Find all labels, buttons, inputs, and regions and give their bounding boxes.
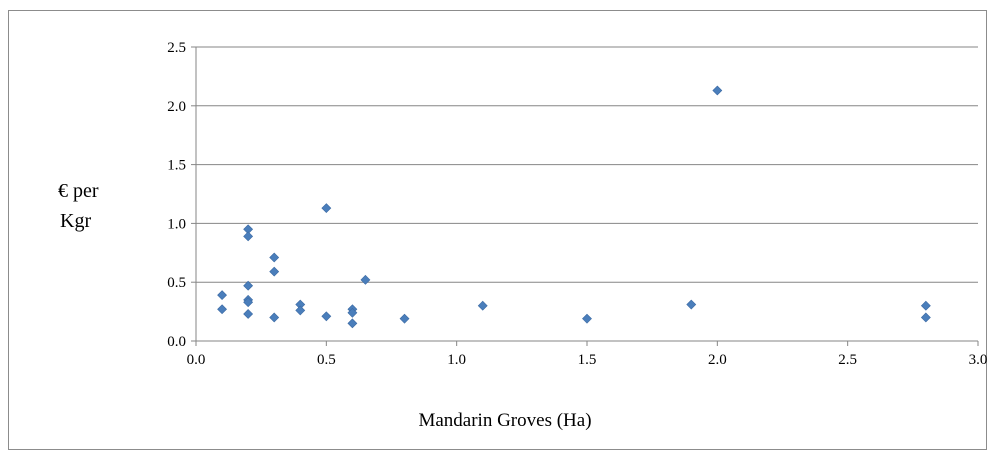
data-point <box>347 307 358 318</box>
data-point <box>243 309 254 319</box>
data-point <box>217 290 227 301</box>
data-point <box>399 313 410 324</box>
y-axis-label-line-1: € per <box>58 180 99 202</box>
y-tick-label: 1.0 <box>167 216 186 232</box>
data-point <box>582 313 592 324</box>
data-point <box>920 300 931 311</box>
y-tick-label: 2.0 <box>167 99 186 115</box>
data-point <box>686 299 697 310</box>
x-tick-label: 1.0 <box>447 352 466 368</box>
data-point <box>269 312 280 323</box>
scatter-chart: 0.0 0.5 1.0 1.5 2.0 2.5 0.0 0.5 1.0 1.5 2.0 2.5 3.0… <box>58 40 988 431</box>
data-point <box>295 305 306 316</box>
data-point <box>217 304 227 315</box>
y-tick-label: 0.0 <box>167 334 186 350</box>
data-point <box>347 318 358 329</box>
y-tick-label: 1.5 <box>167 158 186 174</box>
data-point <box>321 203 332 214</box>
data-point <box>360 274 371 285</box>
x-axis-label: Mandarin Groves (Ha) <box>418 410 591 431</box>
data-point <box>920 312 931 323</box>
x-tick-labels: 0.0 0.5 1.0 1.5 2.0 2.5 3.0 <box>187 352 988 368</box>
data-point <box>269 252 280 263</box>
y-tick-labels: 0.0 0.5 1.0 1.5 2.0 2.5 <box>167 40 186 350</box>
data-point <box>243 297 254 308</box>
data-point <box>477 300 488 311</box>
data-points <box>217 85 931 329</box>
gridlines <box>191 46 979 346</box>
data-point <box>269 266 280 277</box>
data-point <box>243 231 254 242</box>
data-point <box>712 85 723 96</box>
y-tick-label: 0.5 <box>167 275 186 291</box>
data-point <box>243 280 254 291</box>
data-point <box>321 311 332 322</box>
x-tick-label: 3.0 <box>969 352 988 368</box>
x-tick-label: 0.0 <box>187 352 206 368</box>
chart-frame <box>8 10 987 450</box>
x-tick-label: 2.5 <box>838 352 857 368</box>
y-axis-label-line-2: Kgr <box>60 210 91 232</box>
y-tick-label: 2.5 <box>167 40 186 56</box>
x-tick-label: 0.5 <box>317 352 336 368</box>
x-tick-label: 1.5 <box>578 352 597 368</box>
x-tick-label: 2.0 <box>708 352 727 368</box>
